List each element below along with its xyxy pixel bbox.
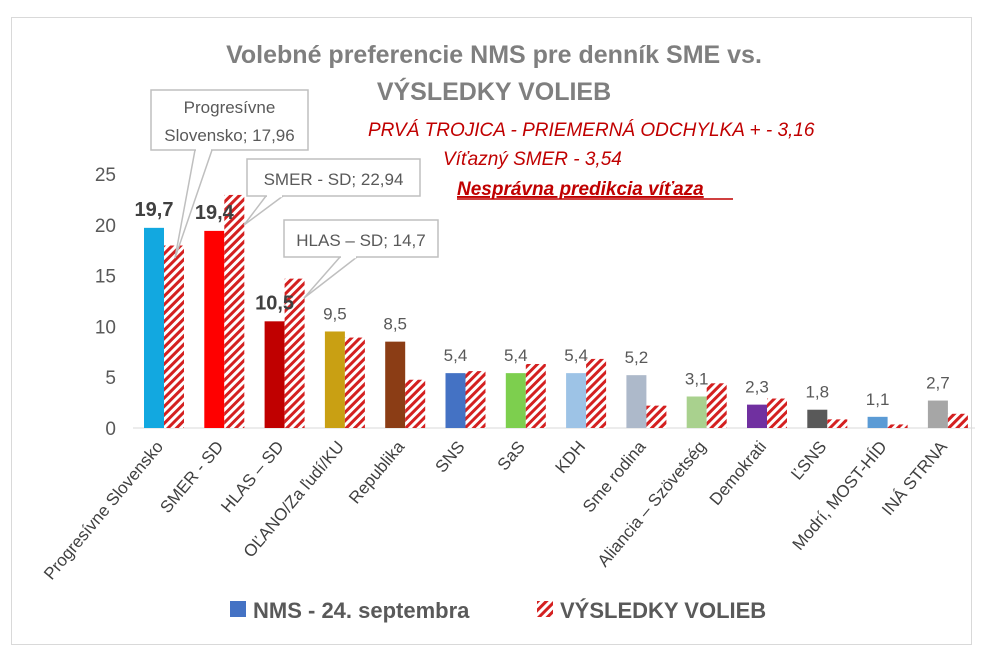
data-label-nms: 5,4 (444, 346, 468, 365)
x-tick-label: Aliancia – Szövetség (594, 437, 710, 570)
y-tick-label: 0 (105, 419, 116, 440)
bar-nms (204, 230, 225, 428)
x-tick-label: Progresívne Slovensko (40, 437, 167, 583)
callout-box (283, 219, 439, 258)
annotation-nespravna-predikcia: Nesprávna predikcia víťaza (457, 179, 704, 200)
x-tick-label: OĽANO/Za ľudí/KU (240, 437, 348, 561)
bar-nms (324, 331, 345, 428)
bar-nms (626, 375, 647, 428)
bar-nms (264, 321, 285, 428)
bar-vysledky (525, 363, 546, 428)
data-label-nms: 5,4 (504, 346, 528, 365)
chart-title-line1: Volebné preferencie NMS pre denník SME v… (226, 41, 762, 69)
bar-vysledky (465, 371, 486, 428)
callout-text: Slovensko; 17,96 (164, 126, 294, 145)
chart-title-line2: VÝSLEDKY VOLIEB (377, 76, 611, 106)
bar-vysledky (767, 398, 787, 428)
bar-nms (747, 404, 767, 428)
bar-nms (144, 227, 164, 428)
bar-nms (927, 400, 948, 428)
x-tick-label: SaS (494, 437, 529, 474)
legend-swatch-nms (230, 601, 246, 617)
bar-vysledky (224, 194, 245, 428)
callout-box (246, 158, 421, 197)
x-tick-label: SNS (432, 437, 469, 476)
bar-vysledky (344, 337, 365, 428)
bar-vysledky (405, 379, 426, 428)
callout-text: HLAS – SD; 14,7 (296, 231, 425, 250)
bar-nms (445, 373, 466, 428)
bar-nms (807, 409, 828, 428)
data-label-nms: 2,7 (926, 374, 950, 393)
data-label-nms: 5,4 (564, 346, 588, 365)
legend-label-nms: NMS - 24. septembra (253, 598, 470, 623)
y-tick-label: 5 (105, 368, 116, 389)
bar-vysledky (706, 383, 727, 428)
legend-label-vysledky: VÝSLEDKY VOLIEB (560, 598, 766, 623)
x-tick-label: ĽSNS (787, 437, 830, 483)
data-label-nms: 1,1 (866, 390, 890, 409)
bar-vysledky (646, 405, 667, 428)
callout-pointer (243, 195, 286, 226)
bar-vysledky (827, 419, 848, 428)
bar-nms (385, 341, 406, 428)
data-label-nms: 10,5 (255, 292, 294, 314)
bar-vysledky (887, 424, 908, 428)
data-label-nms: 9,5 (323, 304, 347, 323)
bar-vysledky (284, 278, 305, 428)
annotation-vitazny-smer: Víťazný SMER - 3,54 (443, 149, 622, 170)
bar-nms (686, 396, 707, 428)
data-label-nms: 19,4 (195, 202, 235, 224)
data-label-nms: 5,2 (625, 348, 649, 367)
bar-vysledky (586, 358, 607, 428)
y-tick-label: 15 (95, 267, 116, 288)
bar-nms (505, 373, 526, 428)
bar-vysledky (164, 245, 184, 428)
bar-vysledky (947, 413, 968, 428)
data-label-nms: 3,1 (685, 370, 709, 389)
x-tick-label: Republika (345, 437, 409, 508)
annotation-priemerna-odchylka: PRVÁ TROJICA - PRIEMERNÁ ODCHYLKA + - 3,… (368, 120, 815, 141)
legend-swatch-vysledky (537, 601, 553, 617)
y-tick-label: 10 (95, 317, 116, 338)
data-label-nms: 8,5 (383, 315, 407, 334)
x-tick-label: SMER - SD (156, 437, 227, 517)
callout-pointer (303, 256, 360, 299)
data-label-nms: 2,3 (745, 378, 769, 397)
y-tick-label: 20 (95, 216, 116, 237)
callout-text: Progresívne (184, 98, 276, 117)
data-label-nms: 1,8 (805, 383, 829, 402)
callout-box (150, 89, 309, 151)
x-tick-label: KDH (552, 437, 590, 477)
x-tick-label: Demokrati (706, 437, 770, 509)
bar-nms (566, 373, 587, 428)
y-tick-label: 25 (95, 165, 116, 186)
bar-nms (867, 416, 888, 428)
data-label-nms: 19,7 (135, 199, 174, 221)
callout-text: SMER - SD; 22,94 (264, 170, 404, 189)
